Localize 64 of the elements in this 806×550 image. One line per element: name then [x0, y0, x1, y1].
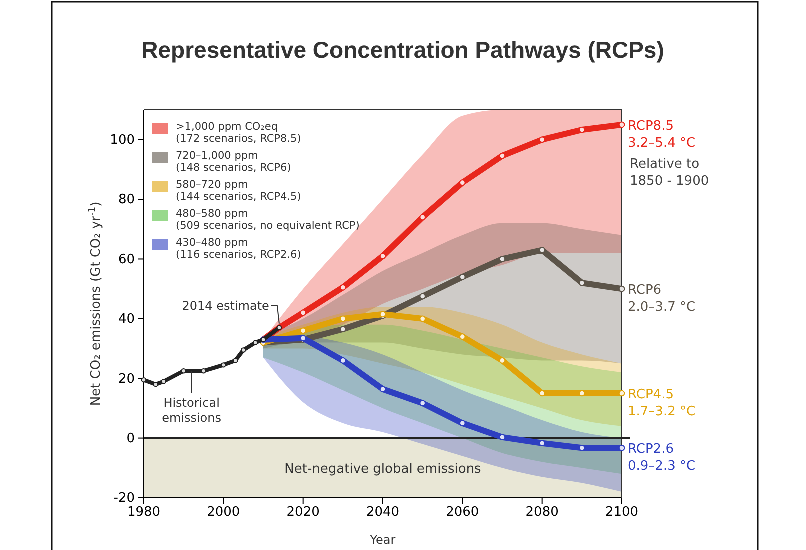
point	[499, 434, 506, 441]
point	[420, 293, 426, 300]
legend-label: 720–1,000 ppm (148 scenarios, RCP6)	[176, 150, 292, 174]
point	[340, 326, 346, 333]
text: Relative to 1850 - 1900	[630, 156, 710, 189]
point	[618, 122, 626, 128]
point	[539, 390, 546, 397]
y-tick-label: 80	[118, 192, 135, 208]
annotation: RCP8.5 3.2–5.4 °C	[628, 118, 696, 151]
point	[240, 348, 246, 353]
annotation: Historical emissions	[162, 396, 222, 426]
point	[618, 286, 626, 292]
y-tick-label: -20	[114, 491, 135, 506]
point	[340, 316, 346, 322]
point	[499, 256, 506, 262]
point	[420, 316, 426, 322]
point	[460, 420, 466, 427]
y-tick-label: 20	[118, 372, 135, 387]
point	[141, 378, 147, 383]
point	[539, 440, 546, 447]
point	[252, 340, 258, 346]
x-tick-label: 2060	[446, 505, 480, 520]
point	[161, 378, 167, 384]
point	[340, 284, 346, 291]
x-axis-title: Year	[369, 533, 396, 547]
y-tick-label: 40	[118, 312, 135, 328]
annotation: RCP6 2.0–3.7 °C	[628, 283, 696, 316]
point	[201, 368, 206, 374]
point	[300, 310, 306, 316]
x-tick-label: 2040	[366, 505, 400, 520]
point	[340, 358, 346, 364]
point	[618, 390, 626, 397]
y-tick-label: 0	[126, 431, 135, 446]
point	[233, 358, 238, 364]
y-tick-label: 100	[110, 133, 135, 148]
point	[460, 180, 466, 186]
y-tick-label: 60	[118, 252, 135, 268]
point	[499, 152, 506, 160]
point	[499, 358, 506, 364]
legend-label: 580–720 ppm (144 scenarios, RCP4.5)	[176, 179, 302, 203]
x-tick-label: 2020	[286, 505, 320, 520]
x-tick-label: 1980	[127, 505, 161, 520]
point	[221, 362, 226, 368]
x-tick-label: 2000	[207, 505, 240, 520]
annotation: 2014 estimate	[182, 298, 270, 313]
point	[420, 400, 426, 407]
point	[181, 368, 186, 374]
point	[380, 386, 386, 392]
legend-label: >1,000 ppm CO₂eq (172 scenarios, RCP8.5)	[176, 121, 302, 145]
band-label: Net-negative global emissions	[284, 462, 482, 478]
x-tick-label: 2080	[526, 505, 559, 520]
annotation: RCP2.6 0.9–2.3 °C	[628, 442, 696, 474]
legend-label: 430–480 ppm (116 scenarios, RCP2.6)	[176, 237, 302, 261]
chart-title: Representative Concentration Pathways (RCPs)	[142, 37, 664, 63]
point	[579, 280, 586, 286]
point	[420, 214, 426, 221]
point	[579, 390, 586, 397]
annotation: RCP4.5 1.7–3.2 °C	[628, 388, 696, 420]
point	[153, 382, 159, 388]
x-tick-label: 2100	[605, 505, 639, 520]
point	[380, 253, 386, 260]
point	[618, 445, 626, 452]
legend-label: 480–580 ppm (509 scenarios, no equivalent RCP)	[176, 208, 360, 232]
point	[579, 126, 586, 134]
